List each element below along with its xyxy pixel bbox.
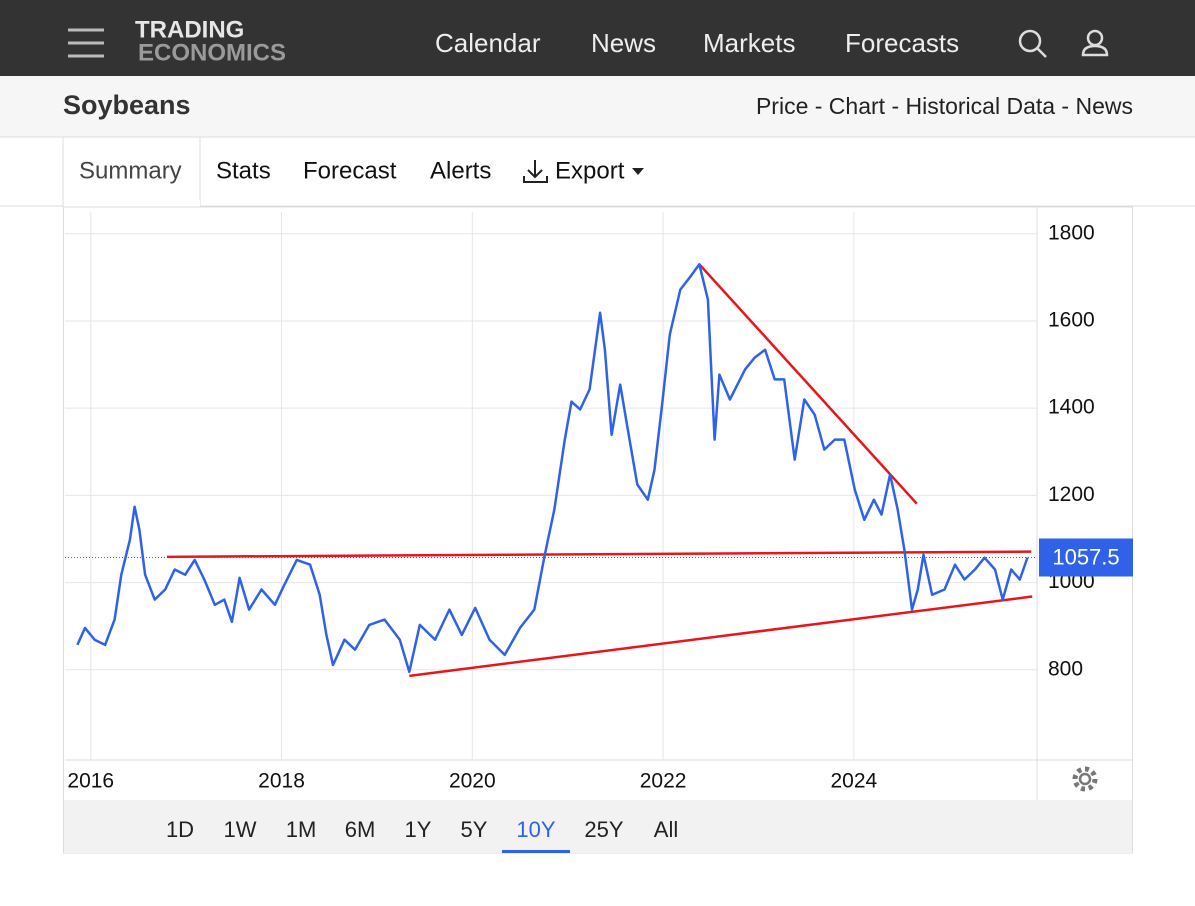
nav-link[interactable]: Markets xyxy=(703,28,795,58)
dropdown-caret xyxy=(632,168,644,175)
search-handle xyxy=(1036,47,1047,58)
y-tick-label: 1600 xyxy=(1048,309,1095,332)
trend-line xyxy=(698,263,918,505)
price-line xyxy=(76,263,1029,674)
export-icon xyxy=(523,160,548,183)
tab[interactable]: Summary xyxy=(79,157,182,184)
brand[interactable]: ECONOMICS xyxy=(138,39,286,66)
x-tick-label: 2022 xyxy=(640,770,687,793)
range-button[interactable]: 1W xyxy=(224,817,257,842)
nav-link[interactable]: Forecasts xyxy=(845,28,959,58)
range-button[interactable]: 1D xyxy=(166,817,194,842)
page-title: Soybeans xyxy=(63,90,191,120)
y-tick-label: 800 xyxy=(1048,657,1083,680)
menu-icon[interactable] xyxy=(68,28,104,58)
search-icon[interactable] xyxy=(1018,29,1047,58)
top-bar xyxy=(0,0,1195,76)
x-tick-label: 2018 xyxy=(258,770,305,793)
x-tick-label: 2020 xyxy=(449,770,496,793)
current-value-label: 1057.5 xyxy=(1052,544,1119,569)
sub-header xyxy=(0,76,1195,137)
tab-join xyxy=(64,200,200,210)
trend-line xyxy=(409,595,1033,678)
range-button[interactable]: 25Y xyxy=(584,817,623,842)
x-tick-label: 2024 xyxy=(830,770,877,793)
tab[interactable]: Export xyxy=(555,157,625,184)
range-button[interactable]: 5Y xyxy=(461,817,488,842)
search-circle xyxy=(1018,29,1042,53)
current-value-box xyxy=(1039,538,1133,577)
y-tick-label: 1400 xyxy=(1048,396,1095,419)
trend-line xyxy=(167,550,1032,559)
chart-frame xyxy=(63,206,1133,854)
nav-link[interactable]: Calendar xyxy=(435,28,541,58)
range-bar xyxy=(64,800,1132,853)
y-tick-label: 1200 xyxy=(1048,483,1095,506)
download-glyph xyxy=(523,160,548,183)
x-tick-label: 2016 xyxy=(67,770,114,793)
tab[interactable]: Forecast xyxy=(303,157,397,184)
nav-link[interactable]: News xyxy=(591,28,656,58)
active-tab xyxy=(62,136,201,207)
brand[interactable]: TRADING xyxy=(135,16,244,43)
range-button[interactable]: All xyxy=(654,817,678,842)
settings-icon[interactable] xyxy=(1072,766,1098,792)
gear-hub xyxy=(1078,772,1092,786)
user-icon[interactable] xyxy=(1081,29,1109,57)
range-button[interactable]: 1Y xyxy=(405,817,432,842)
range-underline xyxy=(502,850,570,853)
range-button[interactable]: 10Y xyxy=(516,817,555,842)
range-button[interactable]: 1M xyxy=(286,817,317,842)
gear-teeth xyxy=(1072,766,1098,792)
header-links[interactable]: Price - Chart - Historical Data - News xyxy=(756,93,1133,119)
user-body xyxy=(1081,44,1109,57)
range-button[interactable]: 6M xyxy=(345,817,376,842)
tab[interactable]: Alerts xyxy=(430,157,491,184)
y-tick-label: 1800 xyxy=(1048,221,1095,244)
tab[interactable]: Stats xyxy=(216,157,271,184)
